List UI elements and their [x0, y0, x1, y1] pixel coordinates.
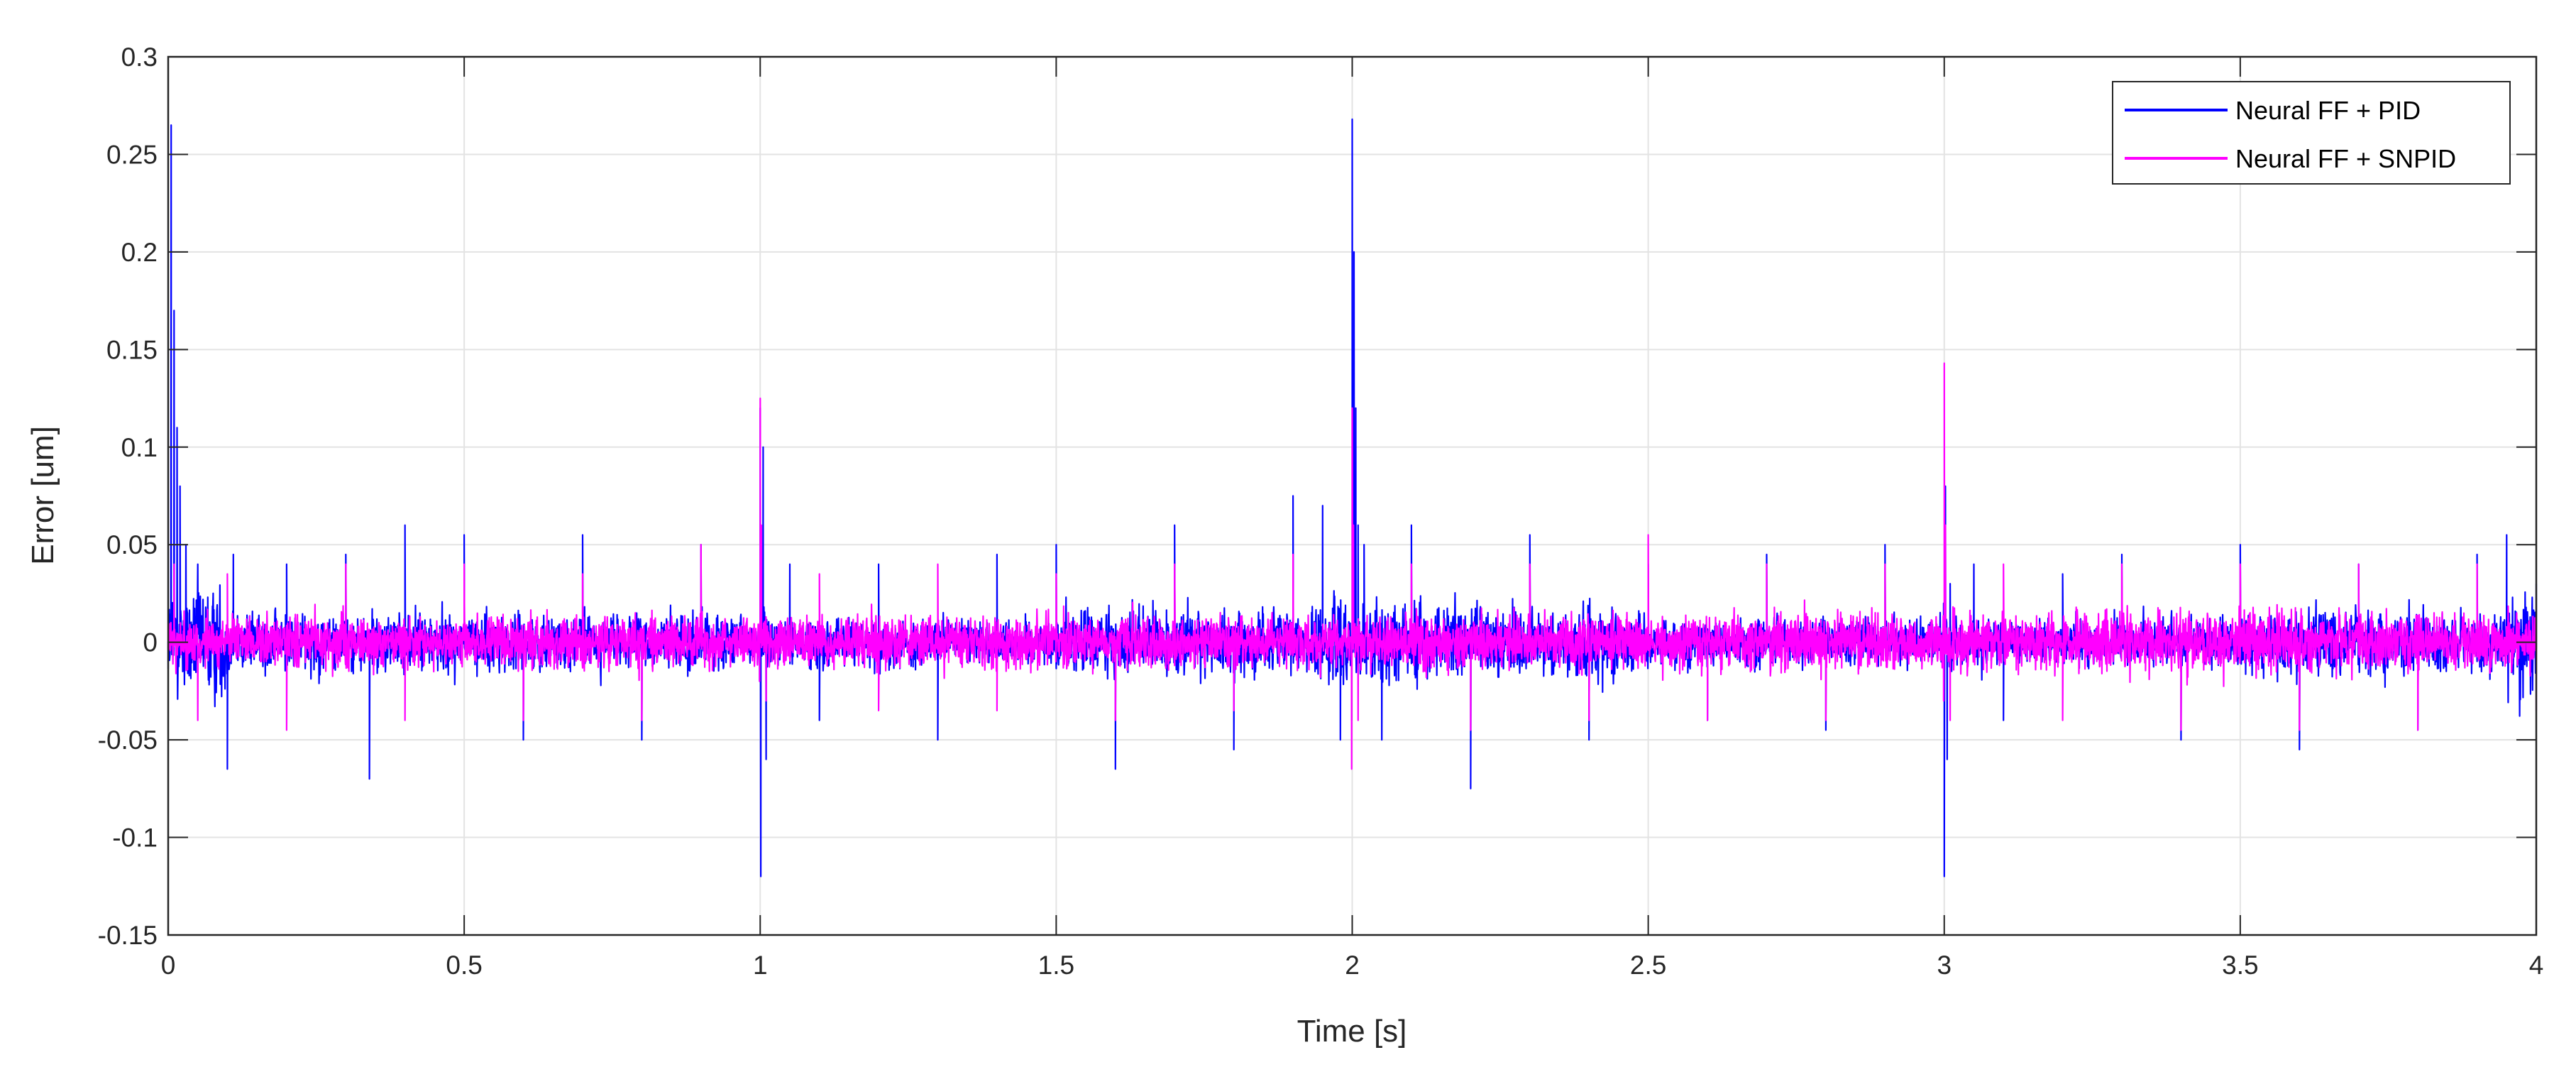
y-tick-label: 0.15 — [106, 335, 158, 364]
y-axis-label: Error [um] — [26, 426, 60, 565]
legend-label-snpid: Neural FF + SNPID — [2235, 144, 2456, 173]
x-tick-label: 0.5 — [446, 951, 482, 980]
series-layer — [167, 118, 2538, 877]
x-tick-label: 2.5 — [1630, 951, 1666, 980]
y-tick-label: -0.15 — [98, 921, 158, 950]
x-tick-label: 1.5 — [1038, 951, 1074, 980]
axis-ticks — [167, 56, 2537, 936]
y-tick-label: 0 — [143, 628, 158, 657]
x-tick-label: 4 — [2529, 951, 2544, 980]
y-tick-label: -0.05 — [98, 726, 158, 755]
y-tick-label: 0.05 — [106, 530, 158, 559]
legend-label-pid: Neural FF + PID — [2235, 96, 2421, 125]
y-tick-label: 0.2 — [121, 238, 158, 267]
y-tick-label: 0.3 — [121, 43, 158, 72]
legend: Neural FF + PID Neural FF + SNPID — [2112, 81, 2511, 185]
y-tick-label: 0.1 — [121, 433, 158, 462]
y-tick-labels: -0.15 -0.1 -0.05 0 0.05 0.1 0.15 0.2 0.25 0.3 — [98, 43, 158, 950]
legend-box — [2112, 81, 2511, 185]
x-tick-label: 0 — [161, 951, 176, 980]
series-line-neural-ff-snpid — [167, 362, 2538, 770]
x-tick-label: 1 — [753, 951, 768, 980]
x-axis-label: Time [s] — [1297, 1014, 1407, 1049]
x-tick-labels: 0 0.5 1 1.5 2 2.5 3 3.5 4 — [161, 951, 2544, 980]
y-tick-label: 0.25 — [106, 140, 158, 169]
x-tick-label: 3 — [1937, 951, 1952, 980]
x-tick-label: 2 — [1345, 951, 1360, 980]
y-tick-label: -0.1 — [112, 824, 158, 853]
x-tick-label: 3.5 — [2222, 951, 2258, 980]
